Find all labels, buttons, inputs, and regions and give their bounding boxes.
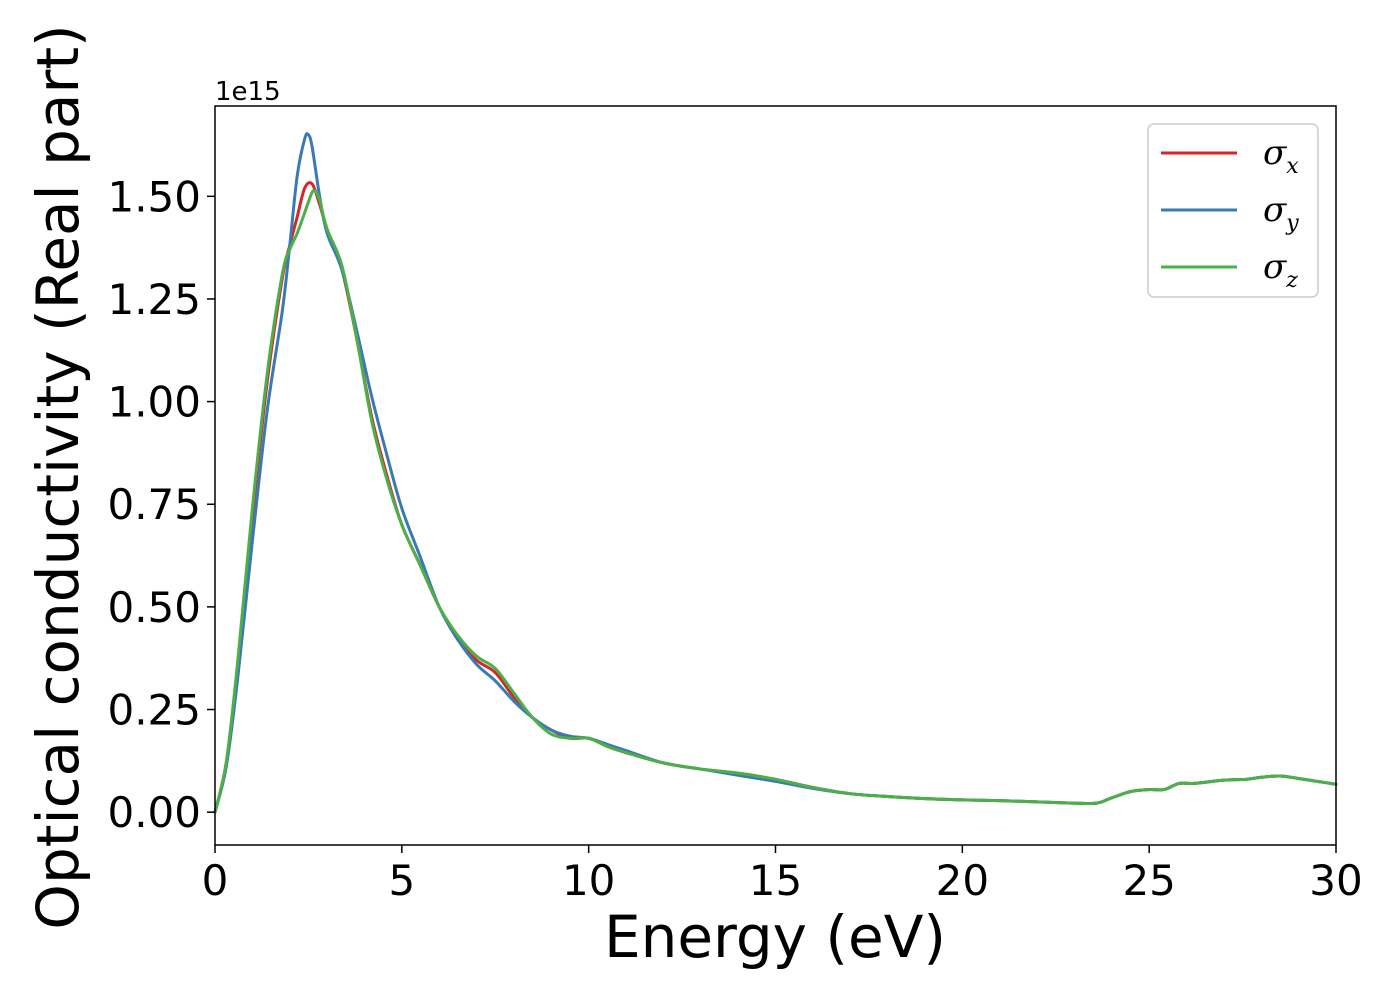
series-line-z [213,188,1338,814]
y-tick-label: 1.50 [107,172,201,221]
y-tick-label: 0.25 [107,686,201,735]
y-tick-label: 0.75 [107,480,201,529]
x-tick-label: 0 [202,856,229,905]
y-tick-label: 0.50 [107,583,201,632]
x-tick-label: 15 [749,856,802,905]
x-tick-label: 10 [562,856,615,905]
x-axis-label: Energy (eV) [604,903,946,971]
y-axis-ticks: 0.00 0.25 0.50 0.75 1.00 1.25 1.50 [107,172,215,837]
x-tick-label: 5 [388,856,415,905]
y-tick-label: 0.00 [107,788,201,837]
y-axis-label: Optical conductivity (Real part) [24,24,92,929]
y-offset-label: 1e15 [215,77,281,107]
y-tick-label: 1.00 [107,378,201,427]
x-tick-label: 25 [1122,856,1175,905]
series-layer [213,132,1338,814]
x-tick-label: 20 [936,856,989,905]
y-tick-label: 1.25 [107,275,201,324]
x-tick-label: 30 [1309,856,1362,905]
x-axis-ticks: 0 5 10 15 20 25 30 [202,845,1363,905]
